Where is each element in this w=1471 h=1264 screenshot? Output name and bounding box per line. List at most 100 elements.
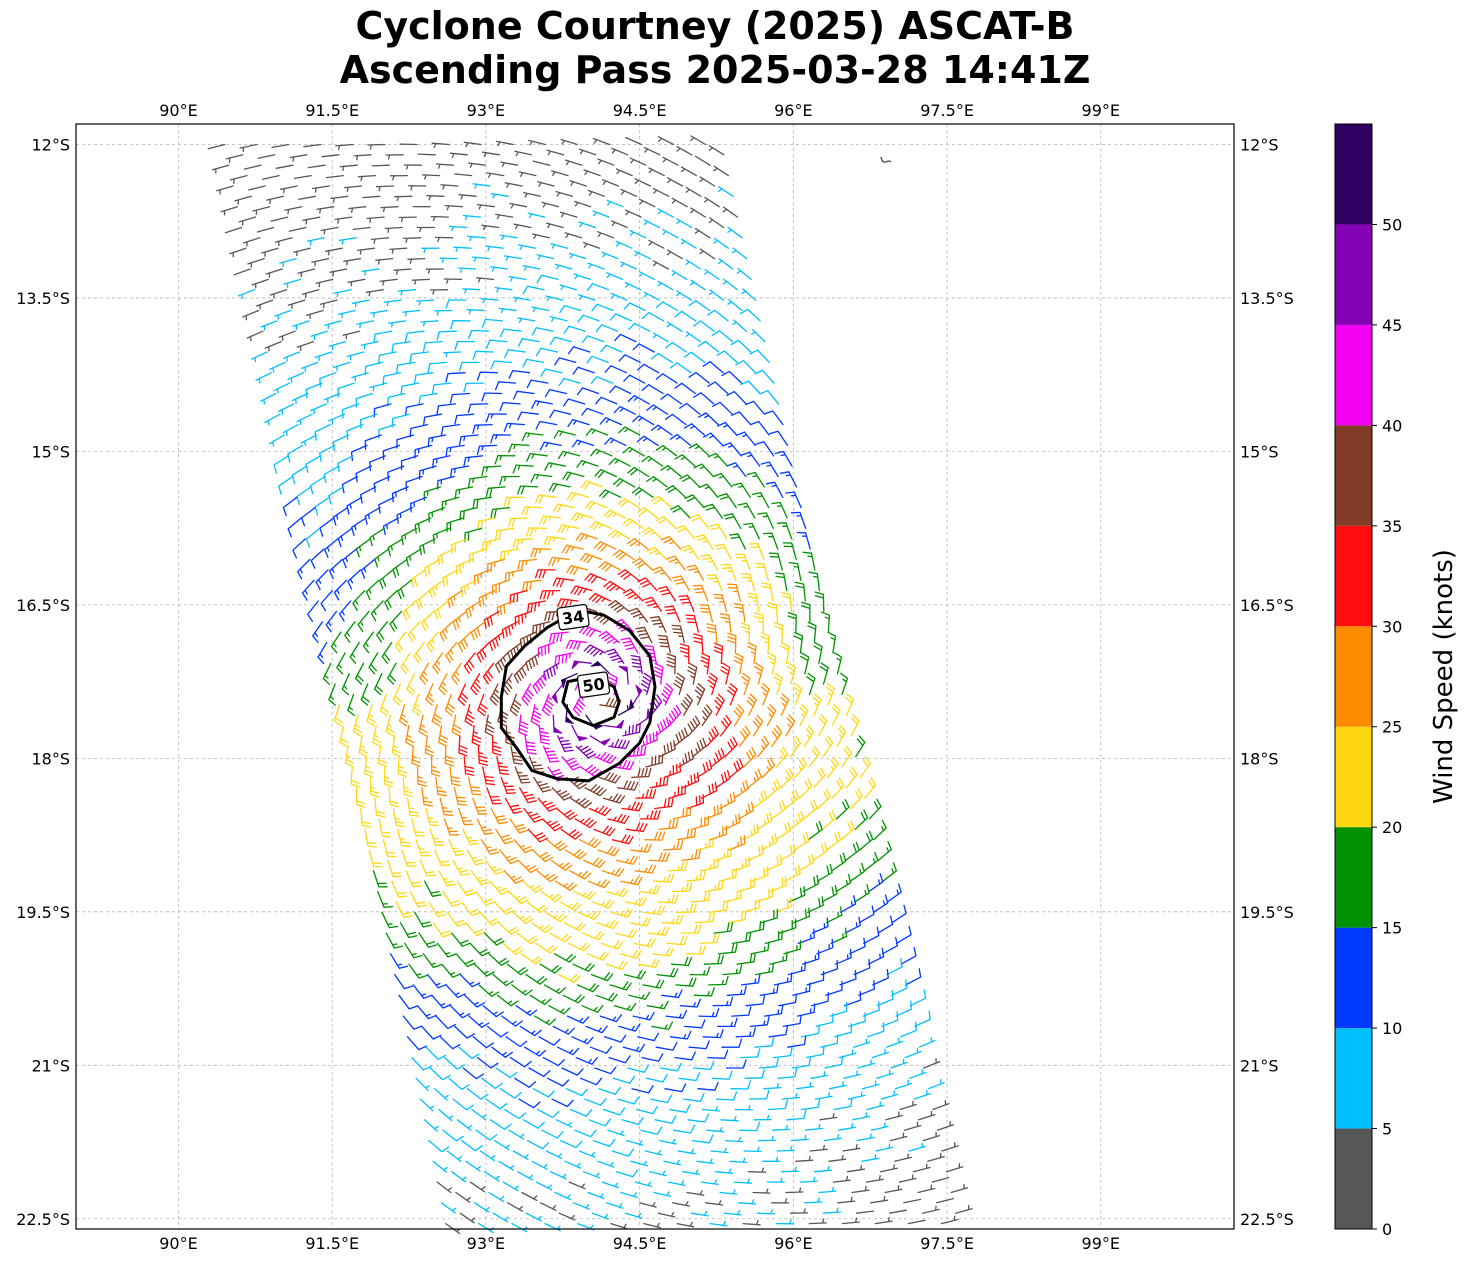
wind-barb — [379, 693, 389, 717]
wind-barb — [402, 309, 421, 317]
wind-barb — [317, 641, 328, 665]
wind-barb — [661, 989, 683, 999]
wind-barb — [493, 901, 515, 915]
wind-barb — [744, 1069, 765, 1079]
wind-barb — [298, 195, 317, 201]
colorbar-tick-label: 10 — [1382, 1019, 1402, 1038]
wind-barb — [719, 791, 736, 810]
wind-barb — [475, 1129, 498, 1141]
wind-barb — [291, 392, 309, 404]
wind-barb — [443, 351, 462, 358]
wind-barb — [507, 641, 523, 661]
wind-barb — [435, 1015, 457, 1030]
wind-barb — [627, 538, 649, 550]
wind-barb — [554, 1191, 572, 1201]
wind-barb — [790, 1134, 809, 1142]
wind-barb — [225, 154, 244, 163]
wind-barb — [454, 413, 475, 425]
wind-barb — [495, 1067, 518, 1079]
wind-barb — [483, 1171, 500, 1182]
wind-barb — [458, 735, 468, 757]
wind-barb — [320, 589, 333, 612]
wind-barb — [627, 394, 650, 405]
wind-barb — [621, 801, 644, 812]
wind-barb — [622, 1043, 645, 1053]
wind-barb — [599, 489, 622, 499]
wind-barb — [311, 185, 331, 193]
wind-barb — [425, 807, 440, 827]
wind-barb — [584, 1098, 607, 1106]
wind-barb — [470, 870, 490, 886]
wind-barb — [569, 180, 587, 187]
wind-barb — [655, 1042, 678, 1051]
wind-barb — [431, 994, 452, 1009]
wind-barb — [723, 813, 741, 830]
wind-barb — [813, 641, 823, 664]
wind-barb — [364, 434, 382, 450]
wind-barb — [319, 517, 335, 537]
wind-barb — [405, 870, 422, 888]
wind-barb — [650, 424, 673, 436]
wind-barb — [617, 1096, 640, 1105]
wind-barb — [385, 154, 404, 160]
wind-barb — [607, 673, 618, 696]
wind-barb — [553, 430, 576, 439]
wind-barb — [597, 158, 615, 166]
wind-barb — [722, 964, 743, 976]
wind-barb — [400, 652, 411, 675]
wind-barb — [398, 994, 418, 1010]
wind-barb — [301, 361, 319, 372]
wind-barb — [292, 538, 307, 559]
wind-barb — [554, 880, 578, 891]
wind-barb — [517, 485, 539, 495]
wind-barb — [607, 1129, 625, 1137]
wind-barb — [702, 1028, 724, 1039]
wind-barb — [423, 1119, 439, 1132]
wind-barb — [657, 1211, 676, 1218]
wind-barb — [863, 851, 879, 872]
wind-barb — [763, 1083, 782, 1090]
wind-barb — [463, 455, 484, 467]
wind-barb — [428, 901, 447, 918]
wind-barb — [852, 1112, 871, 1121]
wind-barb — [540, 368, 563, 377]
wind-barb — [849, 862, 865, 882]
wind-barb — [476, 818, 494, 835]
wind-barb — [475, 890, 495, 906]
wind-barb — [838, 1049, 857, 1059]
wind-barb — [785, 491, 802, 509]
wind-barb — [550, 859, 573, 871]
wind-barb — [508, 517, 529, 528]
wind-barb — [260, 320, 278, 331]
wind-barb — [238, 216, 257, 226]
wind-barb — [641, 311, 665, 322]
wind-barb — [807, 621, 817, 644]
wind-barb — [282, 351, 301, 362]
wind-barb — [903, 1121, 922, 1131]
wind-barb — [549, 932, 572, 943]
wind-barb — [498, 922, 520, 935]
wind-barb — [651, 352, 674, 364]
wind-barb — [787, 611, 797, 633]
wind-barb — [759, 983, 779, 996]
wind-barb — [292, 247, 311, 257]
wind-barb — [659, 1062, 682, 1072]
wind-barb — [665, 341, 688, 353]
wind-barb — [463, 141, 482, 148]
wind-barb — [936, 1121, 955, 1131]
map-frame — [75, 123, 1235, 1230]
wind-barb — [723, 1210, 742, 1216]
wind-barb — [641, 526, 663, 540]
wind-barb — [481, 318, 504, 328]
colorbar-bin — [1335, 324, 1372, 426]
wind-barb — [330, 195, 349, 203]
wind-barb — [598, 561, 621, 572]
wind-barb — [823, 1134, 842, 1142]
lon-tick-label-bottom: 91.5°E — [305, 1234, 359, 1253]
wind-barb — [610, 1222, 628, 1230]
wind-barb — [450, 538, 469, 554]
wind-barb — [459, 1212, 476, 1224]
wind-barb — [528, 1067, 551, 1078]
wind-barb — [399, 922, 418, 939]
wind-barb — [778, 993, 798, 1007]
